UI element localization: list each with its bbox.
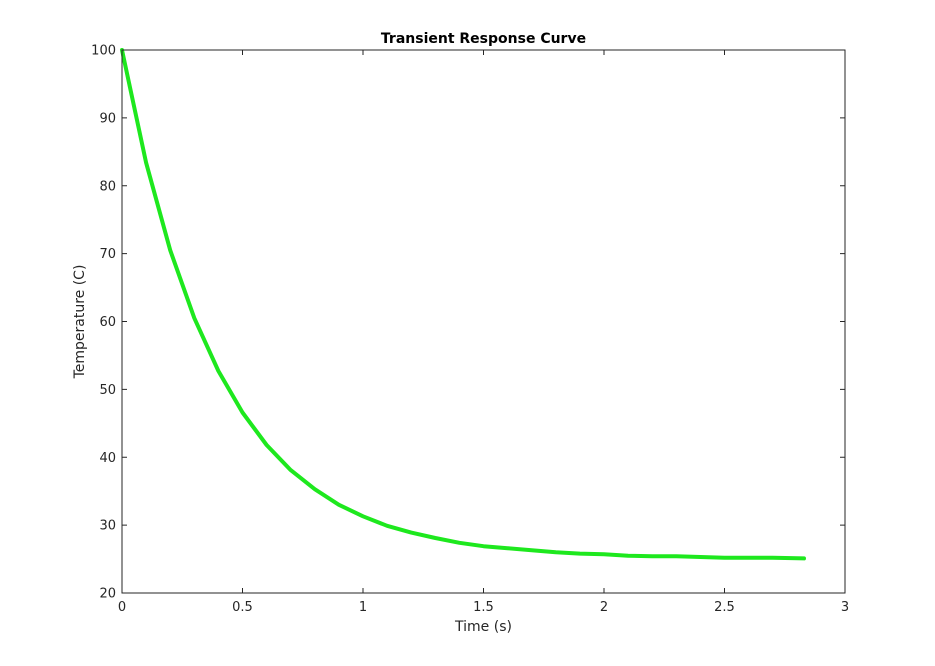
x-tick-label: 2.5 (714, 600, 735, 615)
x-tick-label: 0 (118, 600, 126, 615)
y-tick-label: 100 (91, 44, 116, 59)
plot-area (122, 50, 845, 593)
series-line (120, 48, 806, 561)
x-tick-label: 0.5 (232, 600, 253, 615)
y-tick-label: 40 (99, 451, 116, 466)
x-tick-label: 3 (841, 600, 849, 615)
series-layer (120, 48, 806, 561)
y-tick-label: 20 (99, 587, 116, 602)
y-tick-label: 60 (99, 315, 116, 330)
y-axis-label: Temperature (C) (72, 265, 88, 380)
x-axis-label: Time (s) (454, 619, 512, 635)
y-tick-label: 30 (99, 519, 116, 534)
ticks-layer: 0 0.5 1 1.5 2 2.5 3 20 30 40 50 60 70 80 90 100 (91, 44, 849, 616)
y-tick-label: 80 (99, 179, 116, 194)
chart-title: Transient Response Curve (381, 31, 586, 47)
x-tick-label: 1 (359, 600, 367, 615)
x-tick-label: 1.5 (473, 600, 494, 615)
y-tick-label: 50 (99, 383, 116, 398)
x-tick-label: 2 (600, 600, 608, 615)
y-tick-label: 70 (99, 247, 116, 262)
y-tick-label: 90 (99, 111, 116, 126)
